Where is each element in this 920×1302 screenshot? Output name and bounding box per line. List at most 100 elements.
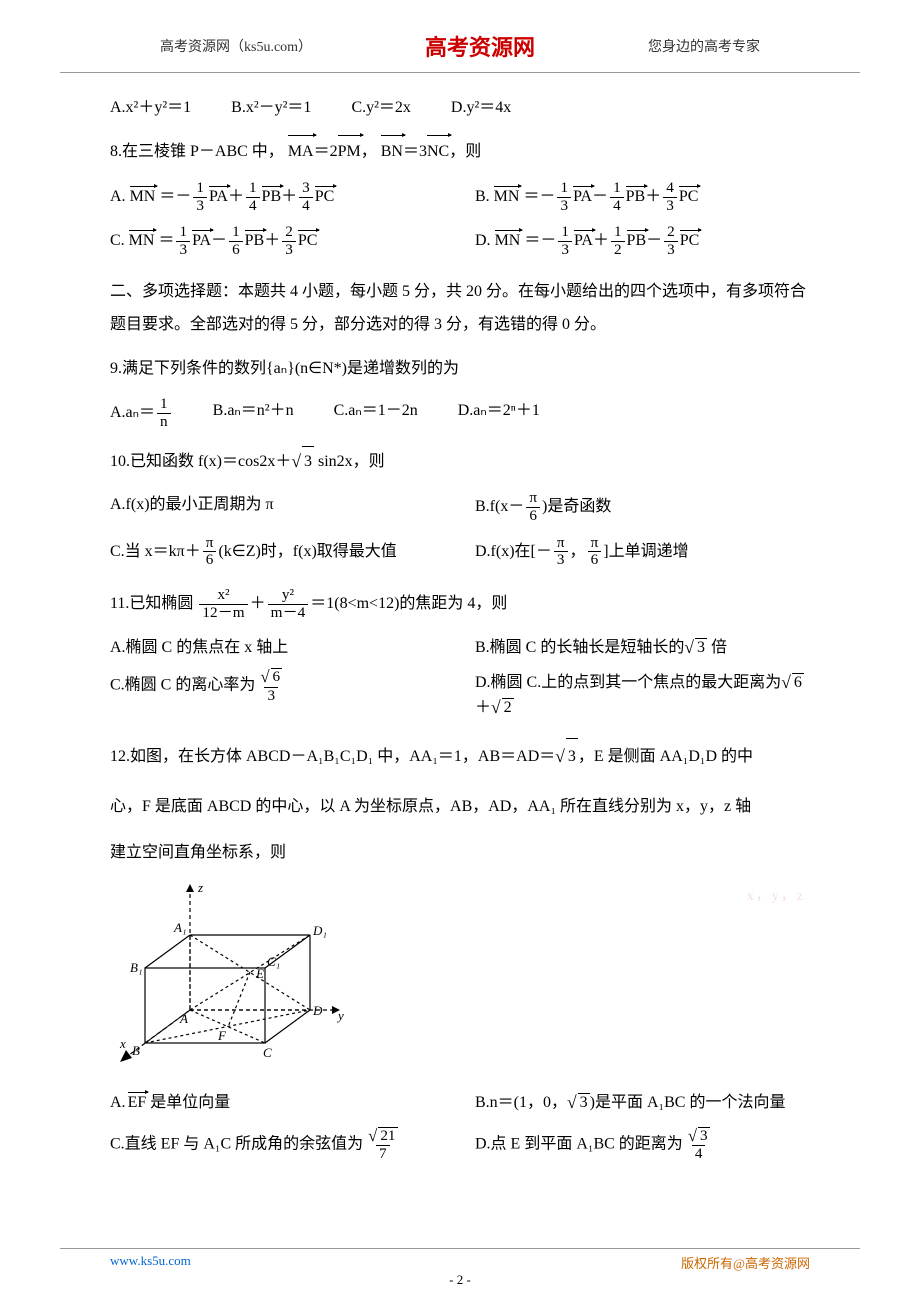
q12-row1: A.EF 是单位向量 B.n＝(1，0，√3)是平面 A₁BC 的一个法向量: [110, 1088, 810, 1113]
pa: PA: [574, 232, 593, 250]
q11-stem: 11.已知椭圆 x²12－m＋y²m－4＝1(8<m<12)的焦距为 4，则: [110, 587, 810, 621]
pb: PB: [262, 188, 282, 206]
q11-opt-d: D.椭圆 C.上的点到其一个焦点的最大距离为√6＋√2: [475, 668, 810, 718]
q11-opt-b: B.椭圆 C 的长轴长是短轴长的√3 倍: [475, 633, 810, 658]
label: A.: [110, 1094, 126, 1111]
y-label: y: [336, 1008, 344, 1023]
q8-row1: A. MN ＝－13PA＋14PB＋34PC B. MN ＝－13PA－14PB…: [110, 180, 810, 214]
vec-ma: MA: [288, 137, 314, 167]
sqrt: 6: [792, 673, 804, 692]
q11-row1: A.椭圆 C 的焦点在 x 轴上 B.椭圆 C 的长轴长是短轴长的√3 倍: [110, 633, 810, 658]
section2-desc: 二、多项选择题：本题共 4 小题，每小题 5 分，共 20 分。在每小题给出的四…: [110, 275, 810, 342]
vec-ef: EF: [128, 1094, 147, 1112]
cuboid-svg: z y x A₁ D₁ B₁ C₁ A D B C E F: [110, 880, 350, 1065]
pc: PC: [680, 232, 700, 250]
prefix: B.f(x－: [475, 498, 524, 515]
prefix: B.n＝(1，0，: [475, 1094, 567, 1111]
header-left: 高考资源网（ks5u.com）: [160, 36, 312, 56]
num: x²: [214, 587, 232, 604]
suffix: 是单位向量: [146, 1094, 230, 1111]
B1-label: B₁: [130, 960, 142, 975]
q9-opt-c: C.aₙ＝1－2n: [334, 396, 418, 430]
footer-url: www.ks5u.com: [110, 1253, 191, 1272]
z-label: z: [197, 880, 203, 895]
pc: PC: [298, 232, 318, 250]
C1-label: C₁: [267, 954, 280, 969]
sqrt: 6: [271, 668, 283, 686]
footer-copyright: 版权所有@高考资源网: [681, 1253, 810, 1272]
q10-opt-b: B.f(x－π6)是奇函数: [475, 490, 810, 524]
q12-stem-l2: 心，F 是底面 ABCD 的中心，以 A 为坐标原点，AB，AD，AA₁ 所在直…: [110, 789, 810, 826]
B-label: B: [132, 1043, 140, 1058]
den: m－4: [268, 604, 309, 622]
E-label: E: [255, 966, 264, 981]
x-label: x: [119, 1036, 126, 1051]
prefix: B.椭圆 C 的长轴长是短轴长的: [475, 639, 684, 656]
mn: MN: [129, 232, 155, 250]
den: 3: [554, 551, 568, 569]
mid: (k∈Z)时，f(x)取得最大值: [218, 542, 396, 559]
num: y²: [279, 587, 297, 604]
q12-row2: C.直线 EF 与 A₁C 所成角的余弦值为√217 D.点 E 到平面 A₁B…: [110, 1127, 810, 1163]
den: 12－m: [199, 604, 247, 622]
page-header: 高考资源网（ks5u.com） 高考资源网 您身边的高考专家: [60, 0, 860, 73]
q7-opt-a: A.x²＋y²＝1: [110, 93, 191, 123]
suffix: sin2x，则: [314, 453, 385, 470]
sqrt: 2: [502, 698, 514, 717]
pc: PC: [315, 188, 335, 206]
num: π: [526, 490, 540, 507]
F-label: F: [217, 1028, 227, 1043]
C-label: C: [263, 1045, 272, 1060]
prefix: 11.已知椭圆: [110, 595, 193, 612]
suffix: )是平面 A₁BC 的一个法向量: [590, 1094, 786, 1111]
vec-pm: PM: [338, 137, 361, 167]
q7-opt-d: D.y²＝4x: [451, 93, 511, 123]
pa: PA: [573, 188, 592, 206]
sqrt: 3: [698, 1127, 710, 1145]
q10-row2: C.当 x＝kπ＋π6(k∈Z)时，f(x)取得最大值 D.f(x)在[－π3，…: [110, 535, 810, 569]
header-right: 您身边的高考专家: [648, 36, 760, 56]
q12-opt-c: C.直线 EF 与 A₁C 所成角的余弦值为√217: [110, 1127, 445, 1163]
page-number: - 2 -: [0, 1272, 920, 1288]
prefix: C.椭圆 C 的离心率为: [110, 677, 255, 694]
q8-opt-d: D. MN ＝－13PA＋12PB－23PC: [475, 224, 810, 258]
prefix: 12.如图，在长方体 ABCD－A₁B₁C₁D₁ 中，AA₁＝1，AB＝AD＝: [110, 748, 555, 765]
prefix: 10.已知函数 f(x)＝cos2x＋: [110, 453, 291, 470]
sqrt: 3: [578, 1093, 590, 1112]
prefix: C.直线 EF 与 A₁C 所成角的余弦值为: [110, 1136, 363, 1153]
content: A.x²＋y²＝1 B.x²－y²＝1 C.y²＝2x D.y²＝4x 8.在三…: [0, 73, 920, 1163]
header-logo: 高考资源网: [425, 30, 535, 62]
q9-options: A.aₙ＝1n B.aₙ＝n²＋n C.aₙ＝1－2n D.aₙ＝2ⁿ＋1: [110, 396, 810, 430]
label: A.aₙ＝: [110, 404, 155, 421]
q10-opt-a: A.f(x)的最小正周期为 π: [110, 490, 445, 524]
pb: PB: [627, 232, 647, 250]
q9-opt-d: D.aₙ＝2ⁿ＋1: [458, 396, 540, 430]
prefix: D.f(x)在[－: [475, 542, 552, 559]
den: 3: [264, 687, 278, 705]
q12-opt-d: D.点 E 到平面 A₁BC 的距离为√34: [475, 1127, 810, 1163]
q8-opt-a: A. MN ＝－13PA＋14PB＋34PC: [110, 180, 445, 214]
q10-row1: A.f(x)的最小正周期为 π B.f(x－π6)是奇函数: [110, 490, 810, 524]
plus: ＋: [475, 699, 491, 716]
q9-stem: 9.满足下列条件的数列{aₙ}(n∈N*)是递增数列的为: [110, 354, 810, 384]
q9-opt-a: A.aₙ＝1n: [110, 396, 173, 430]
q12-stem-l3: 建立空间直角坐标系，则: [110, 838, 810, 868]
q11-row2: C.椭圆 C 的离心率为√63 D.椭圆 C.上的点到其一个焦点的最大距离为√6…: [110, 668, 810, 718]
q7-options: A.x²＋y²＝1 B.x²－y²＝1 C.y²＝2x D.y²＝4x: [110, 93, 810, 123]
q8-opt-c: C. MN ＝13PA－16PB＋23PC: [110, 224, 445, 258]
D-label: D: [312, 1003, 323, 1018]
A-label: A: [179, 1011, 188, 1026]
q11-opt-a: A.椭圆 C 的焦点在 x 轴上: [110, 633, 445, 658]
q11-opt-c: C.椭圆 C 的离心率为√63: [110, 668, 445, 718]
suffix: ＝1(8<m<12)的焦距为 4，则: [310, 595, 507, 612]
eq-2: ＝2: [314, 143, 338, 160]
q7-opt-b: B.x²－y²＝1: [231, 93, 311, 123]
pa: PA: [192, 232, 211, 250]
num: 1: [157, 396, 171, 413]
num: π: [554, 535, 568, 552]
pb: PB: [626, 188, 646, 206]
q10-opt-d: D.f(x)在[－π3，π6]上单调递增: [475, 535, 810, 569]
then: ，则: [449, 143, 481, 160]
den: 6: [588, 551, 602, 569]
vec-nc: NC: [427, 137, 449, 167]
